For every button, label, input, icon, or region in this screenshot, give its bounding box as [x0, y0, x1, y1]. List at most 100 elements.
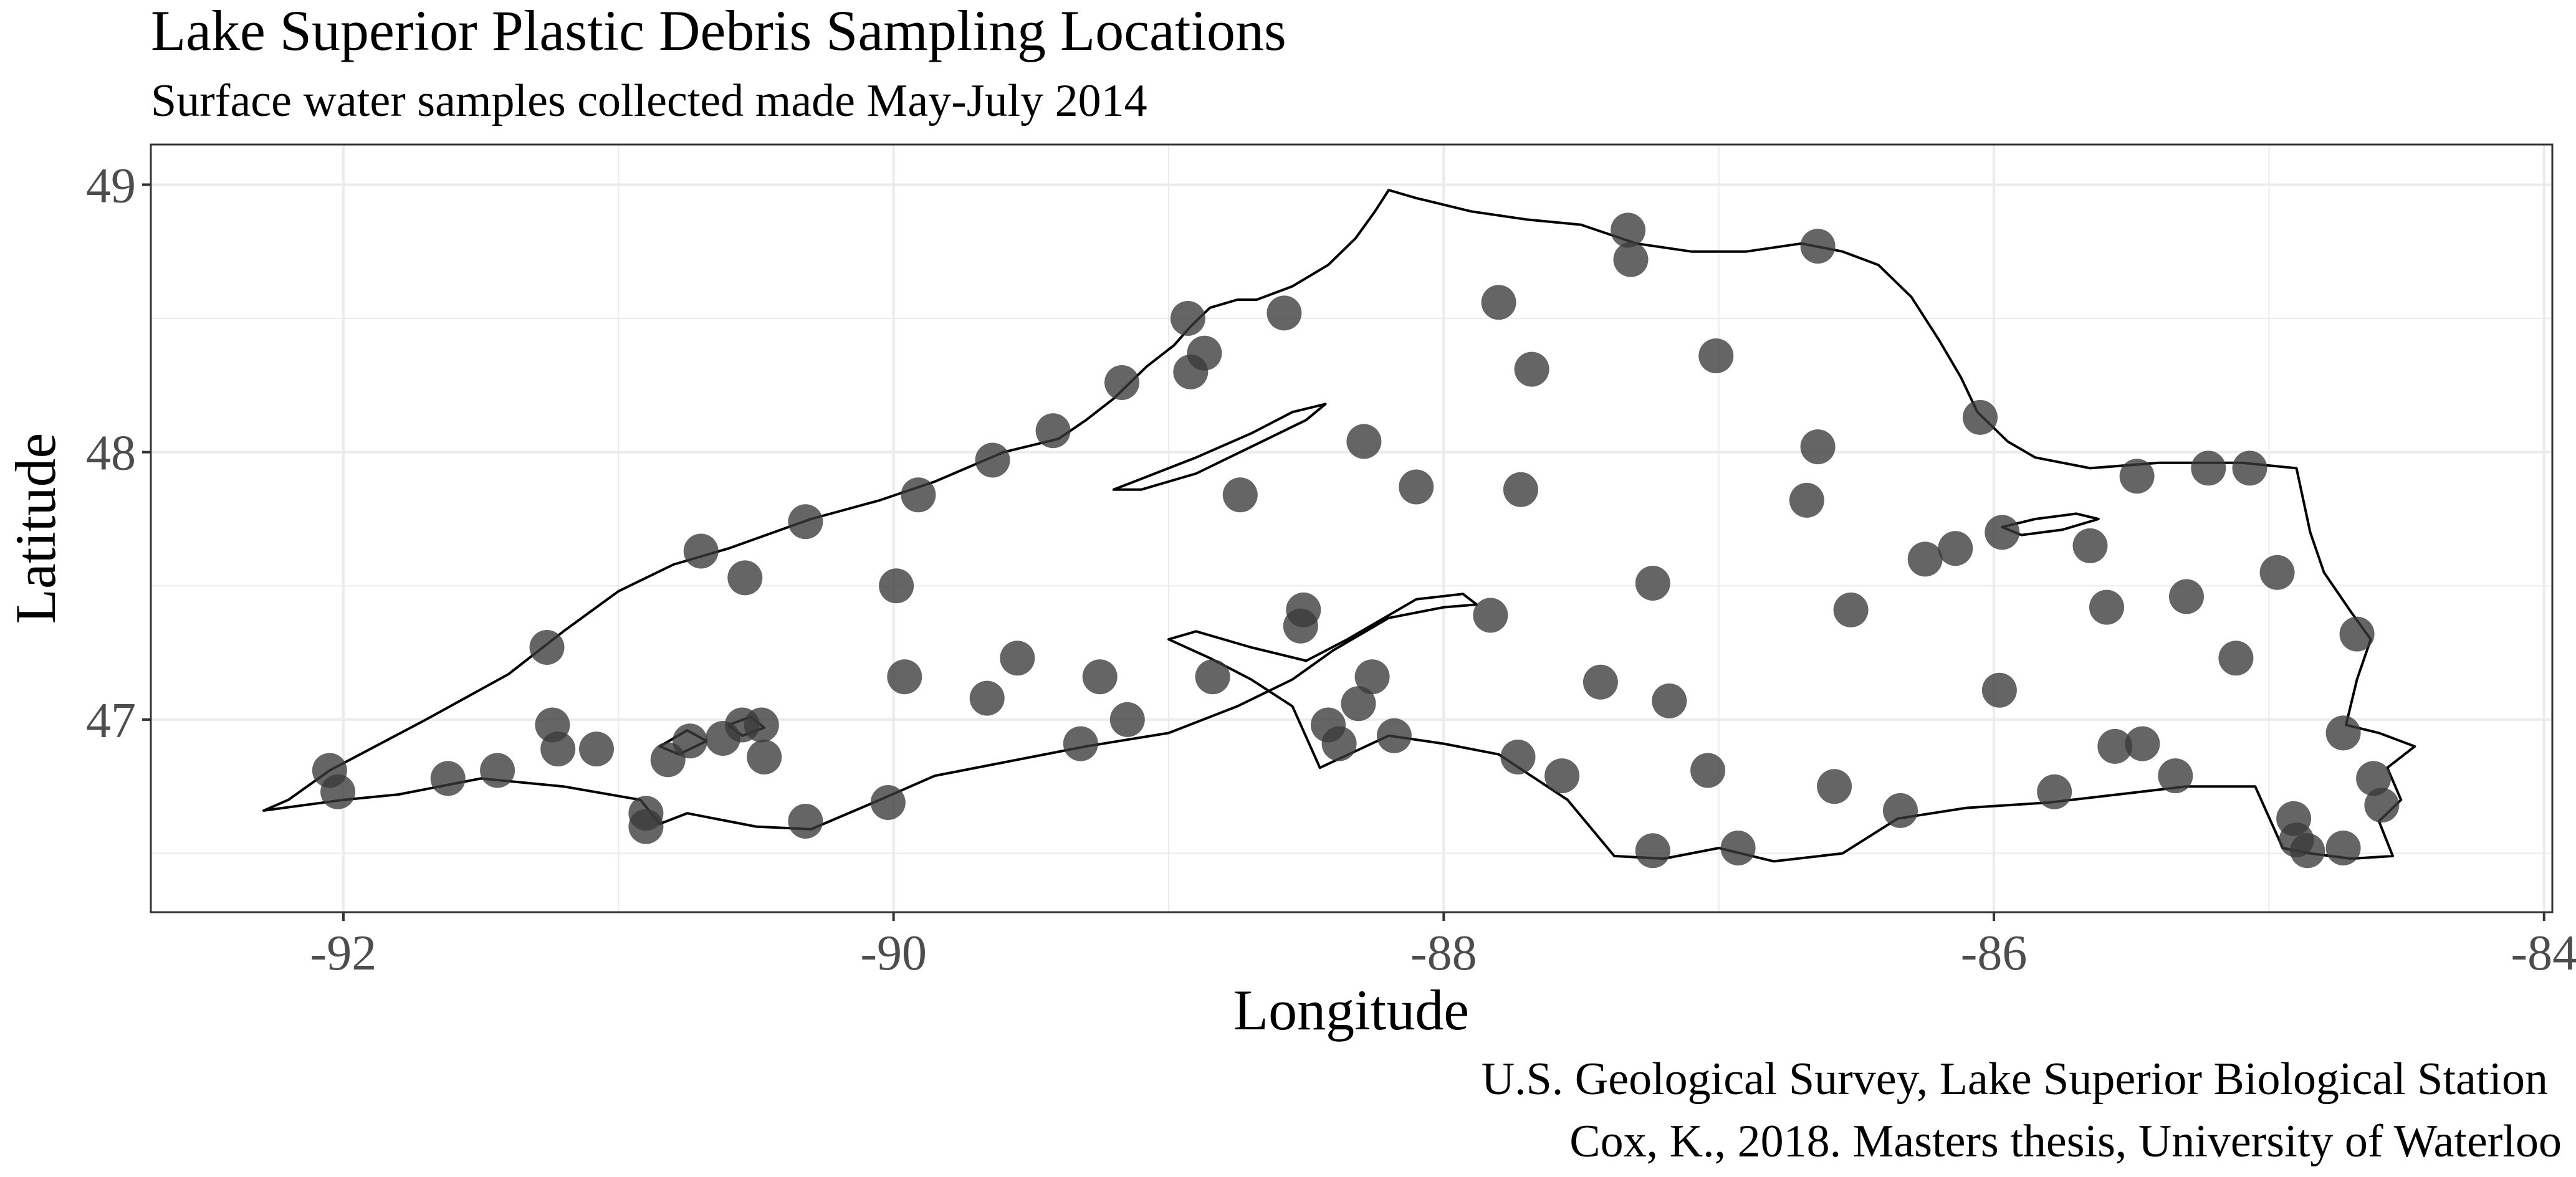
sampling-point: [1514, 351, 1549, 387]
sampling-point: [870, 785, 906, 820]
sampling-point: [747, 740, 782, 774]
sampling-point: [2158, 758, 2193, 794]
sampling-point: [2169, 579, 2204, 614]
sampling-point: [1833, 592, 1869, 627]
sampling-point: [1481, 285, 1516, 320]
sampling-point: [1800, 229, 1836, 264]
sampling-point: [1266, 295, 1302, 331]
sampling-point: [788, 504, 823, 540]
sampling-point: [2097, 728, 2133, 764]
sampling-point: [1963, 399, 1998, 435]
sampling-point: [1789, 482, 1824, 518]
chart-subtitle: Surface water samples collected made May…: [151, 75, 1147, 126]
sampling-point: [2089, 589, 2124, 625]
sampling-point: [2218, 641, 2254, 676]
sampling-point: [2356, 761, 2392, 796]
sampling-point: [1883, 793, 1918, 828]
sampling-point: [1187, 335, 1222, 371]
sampling-point: [1341, 686, 1376, 722]
sampling-point: [1690, 753, 1726, 788]
sampling-point: [788, 804, 823, 839]
x-tick-label: -88: [1410, 926, 1477, 981]
sampling-point: [2191, 450, 2226, 486]
plot-panel: [150, 143, 2554, 913]
y-tick-label: 48: [86, 426, 136, 481]
sampling-point: [1376, 718, 1412, 753]
x-tick-label: -90: [860, 926, 927, 981]
y-tick-label: 47: [86, 693, 136, 748]
sampling-point: [2290, 833, 2325, 869]
sampling-point: [2259, 555, 2295, 590]
sampling-point: [1503, 472, 1538, 507]
sampling-point: [1063, 726, 1098, 761]
sampling-point: [2325, 831, 2361, 865]
sampling-point: [879, 568, 914, 604]
sampling-point: [1321, 726, 1357, 761]
sampling-point: [1354, 659, 1390, 695]
sampling-point: [2232, 450, 2267, 486]
sampling-point: [2119, 459, 2155, 494]
sampling-point: [1817, 769, 1852, 804]
sampling-point: [1346, 424, 1382, 459]
sampling-point: [2072, 528, 2108, 563]
sampling-point: [2125, 726, 2160, 761]
x-tick-label: -84: [2511, 926, 2576, 981]
caption-source-thesis: Cox, K., 2018. Masters thesis, Universit…: [1569, 1116, 2562, 1167]
sampling-point: [2339, 616, 2375, 652]
sampling-point: [1938, 531, 1973, 566]
y-axis-title: Latitude: [4, 433, 67, 624]
sampling-point: [975, 442, 1010, 478]
sampling-point: [1195, 659, 1230, 695]
x-tick-label: -86: [1961, 926, 2028, 981]
sampling-point: [1222, 477, 1258, 513]
sampling-point: [1000, 641, 1035, 676]
shoreline-michipicoten-island: [2001, 512, 2100, 536]
x-axis-title: Longitude: [1233, 978, 1469, 1042]
panel-background: [151, 145, 2552, 912]
sampling-point: [628, 809, 664, 844]
sampling-point: [727, 560, 763, 596]
sampling-point: [1635, 566, 1670, 601]
sampling-point: [540, 731, 576, 767]
chart-title: Lake Superior Plastic Debris Sampling Lo…: [151, 0, 1286, 62]
sampling-point: [683, 533, 719, 569]
sampling-point: [1698, 338, 1734, 374]
sampling-point: [1985, 515, 2020, 550]
sampling-point: [1500, 740, 1536, 774]
sampling-point: [1082, 659, 1118, 695]
sampling-locations: [312, 212, 2400, 869]
sampling-point: [744, 707, 779, 743]
sampling-point: [1800, 429, 1836, 465]
sampling-point: [1652, 683, 1687, 718]
sampling-point: [529, 630, 565, 665]
y-axis: 47 48 49: [86, 158, 151, 748]
sampling-point: [1109, 702, 1145, 737]
shoreline-isle-royale: [1112, 403, 1327, 491]
sampling-point: [1399, 469, 1434, 505]
sampling-point: [673, 723, 707, 759]
x-tick-label: -92: [310, 926, 377, 981]
sampling-point: [1473, 598, 1508, 633]
panel-border: [150, 143, 2554, 913]
sampling-point: [1544, 758, 1580, 794]
y-tick-label: 49: [86, 158, 136, 213]
sampling-point: [430, 761, 466, 796]
sampling-point: [1170, 301, 1205, 336]
sampling-point: [1035, 413, 1071, 449]
sampling-point: [2364, 788, 2400, 823]
sampling-point: [1283, 608, 1318, 644]
sampling-point: [1582, 664, 1618, 700]
sampling-point: [1907, 541, 1943, 577]
sampling-point: [1613, 242, 1649, 277]
sampling-point: [480, 753, 515, 788]
sampling-point: [901, 477, 936, 513]
caption-source-usgs: U.S. Geological Survey, Lake Superior Bi…: [1482, 1054, 2548, 1105]
sampling-point: [320, 774, 356, 809]
sampling-point: [579, 731, 614, 767]
sampling-point: [1635, 833, 1670, 869]
sampling-point: [1104, 365, 1139, 400]
sampling-point: [2037, 774, 2072, 809]
x-axis: -92 -90 -88 -86 -84: [310, 912, 2576, 981]
sampling-point: [887, 659, 922, 695]
